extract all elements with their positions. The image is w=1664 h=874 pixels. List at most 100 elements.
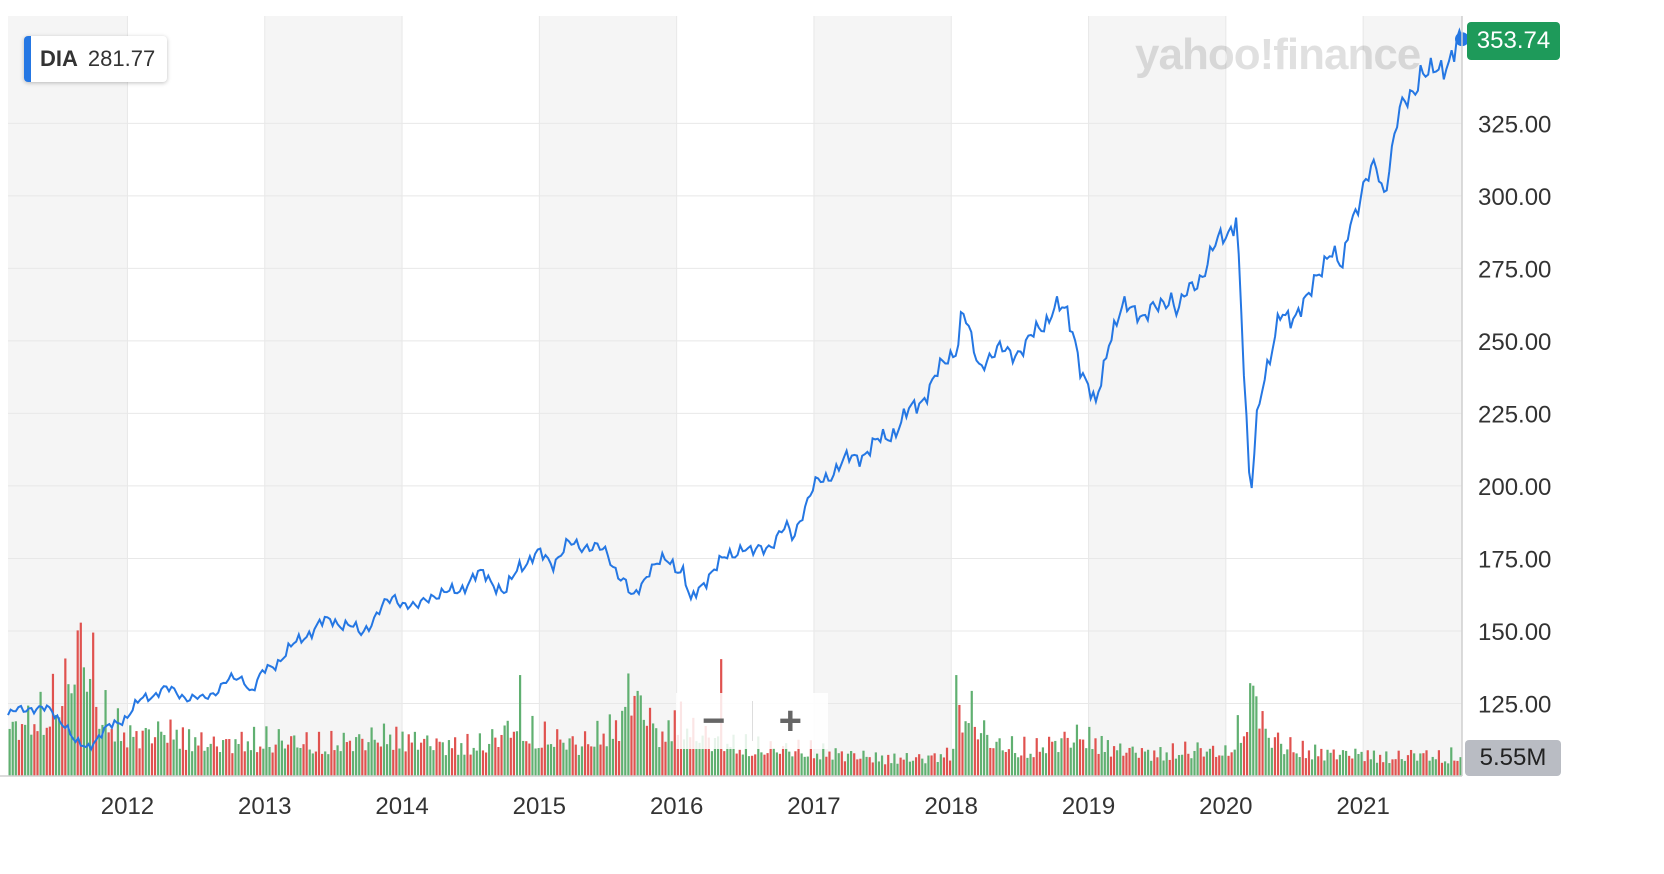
volume-bar (1283, 754, 1286, 776)
volume-bar (1134, 752, 1137, 776)
volume-bar (704, 725, 707, 776)
volume-bar (747, 756, 751, 776)
volume-bar (302, 744, 305, 776)
volume-bar (1385, 751, 1388, 776)
volume-bar (327, 754, 330, 776)
volume-bar (475, 750, 478, 776)
volume-bar (488, 743, 491, 776)
y-tick-label: 200.00 (1478, 474, 1551, 501)
volume-bar (914, 757, 918, 776)
volume-bar (797, 739, 800, 776)
legend-symbol: DIA (40, 46, 78, 71)
volume-bar (862, 750, 865, 776)
volume-bar (191, 751, 194, 776)
volume-bar (887, 754, 890, 776)
volume-bar (1088, 726, 1091, 776)
volume-bar (1007, 749, 1010, 776)
x-tick-label: 2020 (1199, 793, 1252, 820)
volume-bar (1335, 759, 1338, 776)
volume-bar (88, 678, 92, 776)
volume-bar (413, 731, 417, 776)
volume-bar (1159, 747, 1162, 776)
zoom-in-button[interactable]: + (778, 698, 802, 743)
volume-bar (197, 745, 200, 776)
y-tick-label: 300.00 (1478, 184, 1551, 211)
volume-bar (890, 763, 893, 776)
volume-bar (82, 667, 85, 776)
volume-bar (61, 706, 64, 776)
volume-bar (1103, 751, 1106, 776)
volume-bar (1010, 736, 1014, 776)
zoom-out-button[interactable]: − (702, 698, 726, 743)
volume-bar (942, 757, 946, 776)
legend-box[interactable]: DIA 281.77 (24, 36, 168, 82)
volume-bar (1004, 751, 1007, 776)
volume-bar (333, 750, 336, 776)
volume-bar (1416, 760, 1419, 776)
volume-bar (670, 741, 673, 776)
volume-bar (1292, 752, 1295, 776)
volume-bar (348, 740, 352, 776)
volume-bar (602, 733, 605, 776)
volume-bar (809, 740, 812, 776)
y-tick-label: 275.00 (1478, 256, 1551, 283)
volume-bar (590, 746, 593, 776)
volume-bar (339, 751, 342, 776)
volume-bar (831, 759, 834, 776)
volume-bar (209, 743, 212, 776)
x-tick-label: 2014 (375, 793, 428, 820)
volume-bar (416, 749, 420, 776)
volume-bar (741, 754, 744, 776)
year-band (1363, 16, 1462, 776)
volume-bar (494, 737, 497, 776)
volume-bar (967, 723, 970, 776)
volume-bar (834, 748, 837, 776)
volume-bar (1422, 753, 1425, 776)
volume-bar (163, 734, 166, 776)
last-price-tag: 353.74 (1467, 22, 1560, 60)
volume-bar (141, 730, 144, 776)
y-tick-label: 250.00 (1478, 329, 1551, 356)
volume-bar (358, 734, 361, 776)
volume-bar (51, 673, 55, 776)
volume-bar (249, 750, 253, 776)
volume-bar (1403, 760, 1406, 776)
volume-bar (1097, 753, 1100, 776)
volume-bar (1434, 759, 1437, 776)
volume-bar (351, 751, 355, 776)
volume-bars (8, 622, 1462, 776)
volume-bar (240, 731, 243, 776)
volume-bar (20, 724, 24, 776)
volume-bar (280, 740, 283, 776)
volume-bar (1388, 763, 1391, 776)
volume-bar (537, 748, 540, 776)
volume-bar (791, 756, 794, 776)
volume-bar (1326, 749, 1329, 776)
volume-bar (1044, 753, 1048, 776)
volume-bar (398, 748, 401, 776)
volume-bar (447, 740, 451, 776)
volume-bar (806, 756, 809, 776)
volume-bar (1459, 757, 1462, 776)
volume-bar (157, 721, 160, 776)
volume-bar (1165, 752, 1168, 776)
volume-bar (1196, 742, 1199, 776)
volume-bar (673, 710, 676, 776)
volume-bar (231, 753, 234, 776)
volume-bar (228, 739, 231, 776)
volume-bar (1295, 753, 1298, 776)
volume-bar (723, 751, 726, 776)
volume-bar (1450, 747, 1453, 776)
y-axis-ticks: 125.00 150.00 175.00 200.00 225.00 250.00 275.… (1478, 111, 1551, 718)
zoom-controls: − + (676, 693, 828, 749)
volume-bar (1020, 755, 1023, 776)
volume-bar (1211, 745, 1215, 776)
year-band (1088, 16, 1226, 776)
volume-bar (144, 727, 147, 776)
volume-bar (593, 746, 596, 776)
volume-bar (1307, 750, 1311, 776)
volume-bar (1230, 752, 1233, 776)
volume-bar (296, 747, 299, 776)
volume-bar (1023, 736, 1026, 776)
